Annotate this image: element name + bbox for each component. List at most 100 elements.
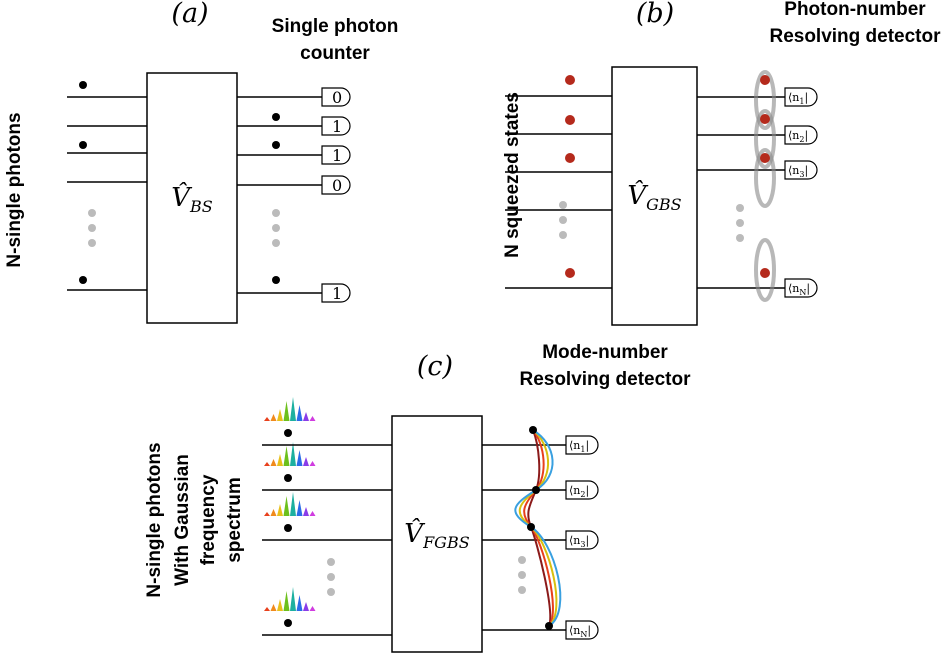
photon <box>532 486 540 494</box>
ellipsis-dot <box>736 219 744 227</box>
mode-curve <box>530 526 558 627</box>
spectrum-peak <box>283 401 290 421</box>
detector-label: ⟨n1| <box>569 439 589 454</box>
spectrum-peak <box>270 459 277 466</box>
photon <box>760 268 770 278</box>
panel-title: counter <box>300 43 370 64</box>
detector-text: ⟨n <box>788 282 799 295</box>
input-label: N-single photons <box>144 442 165 597</box>
spectrum-peak <box>277 454 283 466</box>
photon <box>284 524 292 532</box>
detector <box>565 480 599 500</box>
spectrum-peak <box>277 409 283 421</box>
spectrum-peak <box>277 599 283 611</box>
mode-curve <box>530 526 562 627</box>
photon <box>272 113 280 121</box>
operator-symbol: V̂ <box>627 180 648 211</box>
detector-text: | <box>585 439 589 453</box>
mode-shade <box>754 70 776 130</box>
detector-text: ⟨n <box>569 439 580 452</box>
mode-curve <box>532 429 550 491</box>
input-label: frequency <box>198 474 219 565</box>
ellipsis-dot <box>518 556 526 564</box>
input-label: With Gaussian <box>172 454 193 586</box>
operator: V̂BS <box>171 182 213 216</box>
detector-text: ⟨n <box>788 164 799 177</box>
spectrum-peak <box>270 509 277 516</box>
detector-text: | <box>804 129 808 143</box>
ellipsis-dot <box>327 573 335 581</box>
detector-text: 1 <box>580 445 585 454</box>
spectrum-peak <box>296 500 303 516</box>
spectrum-peak <box>296 405 303 421</box>
input-label: N-single photons <box>4 112 25 267</box>
ellipsis-dot <box>88 224 96 232</box>
operator-box <box>146 72 238 324</box>
detector-text: | <box>585 484 589 498</box>
photon <box>79 81 87 89</box>
detector-label: 1 <box>332 117 342 136</box>
photon <box>79 141 87 149</box>
spectrum-peak <box>309 416 316 421</box>
photon <box>760 114 770 124</box>
spectrum-peak <box>303 412 309 421</box>
detector-label: ⟨nN| <box>788 282 810 297</box>
detector <box>565 435 599 455</box>
detector-text: ⟨n <box>569 534 580 547</box>
photon <box>565 75 575 85</box>
ellipsis-dot <box>327 558 335 566</box>
detector-text: N <box>580 630 587 639</box>
photon <box>272 141 280 149</box>
spectrum-peak <box>290 397 296 421</box>
photon <box>79 276 87 284</box>
detector <box>784 87 818 107</box>
detector-label: ⟨n3| <box>569 534 589 549</box>
detector-label: 0 <box>332 176 342 195</box>
detector <box>321 116 351 136</box>
panel-title: Mode-number <box>542 342 668 363</box>
detector-text: 3 <box>799 170 804 179</box>
detector-text: ⟨n <box>788 91 799 104</box>
spectrum-peak <box>296 595 303 611</box>
detector <box>784 125 818 145</box>
photon <box>565 268 575 278</box>
mode-curve <box>514 489 537 528</box>
detector <box>321 283 351 303</box>
spectrum-peak <box>290 587 296 611</box>
spectrum-peak <box>303 602 309 611</box>
detector <box>321 175 351 195</box>
detector-text: | <box>806 282 810 296</box>
photon <box>545 622 553 630</box>
detector-label: ⟨n3| <box>788 164 808 179</box>
detector-text: 1 <box>332 284 342 303</box>
photon <box>284 474 292 482</box>
operator-box <box>391 415 483 653</box>
mode-curve <box>532 429 541 491</box>
operator: V̂GBS <box>627 180 681 214</box>
mode-shade <box>754 148 776 208</box>
detector-label: ⟨n2| <box>569 484 589 499</box>
detector-text: 1 <box>799 97 804 106</box>
operator-sub: BS <box>189 197 213 216</box>
spectrum-peak <box>303 457 309 466</box>
mode-shade <box>754 238 776 302</box>
spectrum-peak <box>296 450 303 466</box>
ellipsis-dot <box>88 209 96 217</box>
photon <box>527 523 535 531</box>
detector-label: ⟨n2| <box>788 129 808 144</box>
detector-text: ⟨n <box>569 624 580 637</box>
ellipsis-dot <box>327 588 335 596</box>
detector-text: | <box>804 91 808 105</box>
spectrum-peak <box>283 496 290 516</box>
photon <box>529 426 537 434</box>
spectrum-peak <box>309 606 316 611</box>
detector-text: 2 <box>799 135 804 144</box>
mode-curve <box>530 526 552 627</box>
detector-text: 0 <box>332 176 342 195</box>
mode-curve <box>532 429 545 491</box>
spectrum-peak <box>264 512 270 516</box>
photon <box>272 276 280 284</box>
detector <box>321 87 351 107</box>
detector-text: N <box>799 288 806 297</box>
